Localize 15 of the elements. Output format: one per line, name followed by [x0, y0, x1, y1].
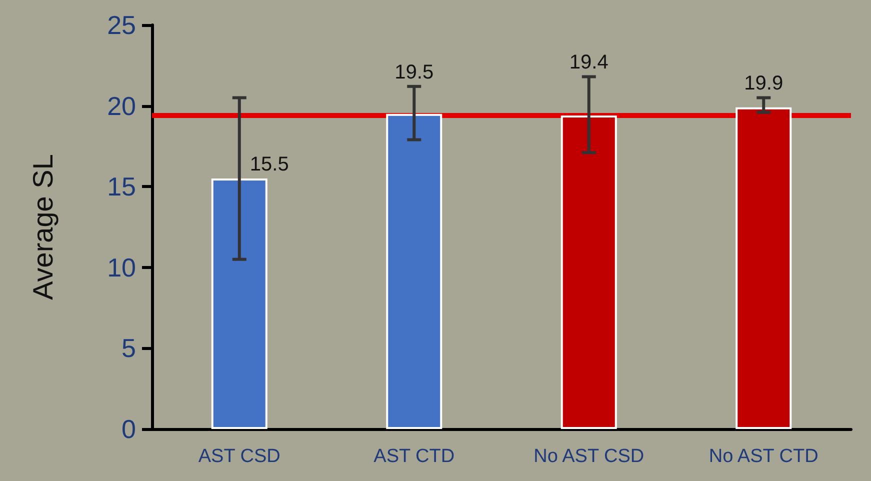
y-tick-label: 15: [107, 172, 136, 202]
y-tick-label: 10: [107, 252, 136, 282]
y-axis-title: Average SL: [28, 154, 58, 300]
x-tick-label: AST CTD: [374, 446, 455, 467]
y-tick-label: 20: [107, 90, 136, 121]
data-label: 19.4: [569, 52, 608, 74]
y-tick-label: 0: [122, 414, 136, 444]
y-tick-label: 5: [122, 333, 136, 364]
x-tick-label: AST CSD: [198, 446, 280, 467]
x-tick-label: No AST CSD: [534, 446, 644, 467]
x-tick-label: No AST CTD: [708, 446, 818, 467]
data-label: 15.5: [250, 154, 289, 176]
data-label: 19.5: [394, 61, 434, 84]
y-tick-label: 25: [107, 10, 136, 40]
data-label: 19.9: [744, 72, 784, 95]
